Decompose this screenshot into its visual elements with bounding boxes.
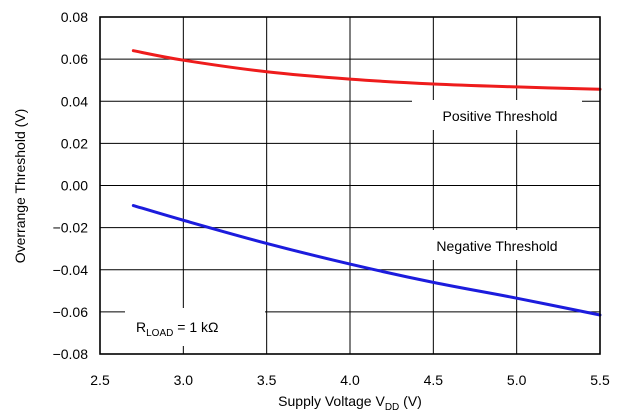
x-tick-labels: 2.5 3.0 3.5 4.0 4.5 5.0 5.5	[90, 372, 610, 388]
positive-threshold-label: Positive Threshold	[443, 108, 558, 124]
x-axis-title-unit: (V)	[399, 393, 422, 409]
negative-threshold-line	[131, 204, 602, 317]
y-tick-label: −0.08	[53, 346, 89, 362]
x-axis-title-sub: DD	[385, 402, 399, 413]
x-tick-label: 3.0	[174, 372, 194, 388]
y-tick-label: 0.06	[61, 51, 88, 67]
y-tick-label: −0.04	[53, 262, 89, 278]
y-tick-label: 0.02	[61, 135, 88, 151]
annotation-background	[125, 308, 265, 346]
x-tick-label: 5.0	[507, 372, 527, 388]
x-axis-title-main: Supply Voltage V	[278, 393, 385, 409]
x-tick-label: 4.0	[340, 372, 360, 388]
y-tick-label: −0.02	[53, 220, 89, 236]
rload-annotation-main: R	[136, 319, 146, 335]
x-tick-label: 3.5	[257, 372, 277, 388]
y-tick-labels: 0.08 0.06 0.04 0.02 0.00 −0.02 −0.04 −0.06 −0.08	[53, 9, 89, 362]
grid-lines	[100, 17, 600, 354]
positive-label-background	[412, 100, 582, 130]
rload-annotation: RLOAD = 1 kΩ	[136, 319, 218, 339]
data-curves	[131, 49, 602, 317]
y-tick-label: 0.00	[61, 178, 88, 194]
y-tick-label: −0.06	[53, 304, 89, 320]
x-tick-label: 2.5	[90, 372, 110, 388]
negative-label-background	[405, 230, 585, 260]
rload-annotation-rest: = 1 kΩ	[173, 319, 218, 335]
y-tick-label: 0.08	[61, 9, 88, 25]
y-tick-label: 0.04	[61, 93, 88, 109]
x-tick-label: 4.5	[424, 372, 444, 388]
plot-frame	[99, 16, 601, 355]
rload-annotation-sub: LOAD	[146, 328, 173, 339]
x-axis-title: Supply Voltage VDD (V)	[278, 393, 422, 413]
negative-threshold-label: Negative Threshold	[436, 238, 557, 254]
x-tick-label: 5.5	[590, 372, 610, 388]
y-axis-title: Overrange Threshold (V)	[12, 109, 28, 264]
positive-threshold-line	[131, 49, 602, 91]
